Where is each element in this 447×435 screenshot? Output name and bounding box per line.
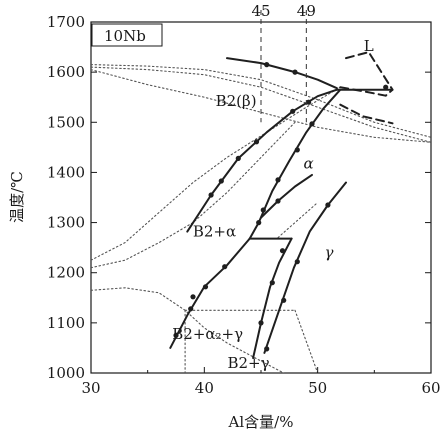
- inset-label-box: [91, 23, 163, 47]
- x-tick-label-60: 60: [421, 379, 440, 397]
- data-point-7: [290, 108, 296, 114]
- series-line-13-dotted: [91, 69, 431, 143]
- y-tick-label-1200: 1200: [47, 264, 85, 282]
- data-point-13: [309, 121, 315, 127]
- y-tick-label-1300: 1300: [47, 214, 85, 232]
- y-tick-label-1700: 1700: [47, 13, 85, 31]
- series-line-17-dotted: [91, 121, 296, 269]
- y-tick-label-1400: 1400: [47, 163, 85, 181]
- top-tick-label-49: 49: [297, 2, 316, 20]
- region-label-6: B2+α₂+γ: [172, 325, 243, 343]
- data-point-9: [256, 220, 262, 226]
- data-point-17: [202, 284, 209, 290]
- data-point-15: [173, 332, 179, 338]
- data-point-14: [275, 198, 281, 204]
- region-label-2: B2(β): [216, 92, 257, 110]
- region-label-1: L: [364, 37, 374, 55]
- top-tick-label-45: 45: [251, 2, 270, 20]
- data-point-26: [325, 202, 331, 208]
- data-point-10: [260, 207, 266, 213]
- series-line-8-solid: [260, 173, 313, 219]
- data-point-18: [222, 264, 228, 270]
- data-point-12: [294, 147, 300, 153]
- data-point-24: [281, 297, 287, 303]
- series-line-22-dotted: [277, 201, 319, 239]
- series-line-14-dotted: [91, 66, 431, 143]
- series-line-1-solid: [226, 57, 338, 90]
- data-point-22: [279, 248, 286, 254]
- data-point-27: [383, 84, 389, 90]
- inset-label: 10Nb: [104, 27, 146, 45]
- series-line-16-dotted: [91, 86, 341, 261]
- region-label-5: γ: [325, 244, 334, 262]
- region-label-7: B2+γ: [227, 354, 269, 372]
- data-point-21: [269, 280, 275, 286]
- y-tick-label-1000: 1000: [47, 364, 85, 382]
- data-point-1: [264, 62, 270, 68]
- y-tick-label-1600: 1600: [47, 63, 85, 81]
- y-axis-title: 温度/℃: [8, 171, 26, 223]
- series-line-15-dotted: [91, 64, 431, 138]
- series-line-11-solid: [252, 237, 293, 359]
- data-point-4: [218, 178, 224, 184]
- series-line-7-dashed: [345, 51, 394, 91]
- series-line-5-dashed: [339, 86, 394, 97]
- data-point-11: [275, 177, 281, 183]
- data-point-5: [235, 155, 241, 161]
- y-tick-label-1500: 1500: [47, 113, 85, 131]
- data-point-6: [253, 139, 260, 145]
- data-point-3: [208, 192, 214, 198]
- data-point-8: [306, 99, 312, 105]
- series-line-18-dotted: [91, 287, 285, 373]
- series-line-12-solid: [263, 181, 347, 354]
- data-point-16: [188, 306, 194, 312]
- x-tick-label-30: 30: [81, 379, 100, 397]
- data-point-25: [294, 259, 300, 265]
- data-point-2: [292, 69, 298, 75]
- y-tick-label-1100: 1100: [47, 314, 85, 332]
- data-point-20: [258, 320, 264, 326]
- series-line-6-dashed: [339, 103, 394, 125]
- data-point-19: [190, 294, 196, 300]
- data-point-23: [264, 346, 270, 352]
- x-tick-label-50: 50: [308, 379, 327, 397]
- region-label-3: α: [304, 154, 314, 172]
- series-line-21-dotted: [294, 309, 319, 373]
- region-label-4: B2+α: [193, 223, 236, 241]
- x-tick-label-40: 40: [195, 379, 214, 397]
- x-axis-title: Al含量/%: [228, 413, 294, 431]
